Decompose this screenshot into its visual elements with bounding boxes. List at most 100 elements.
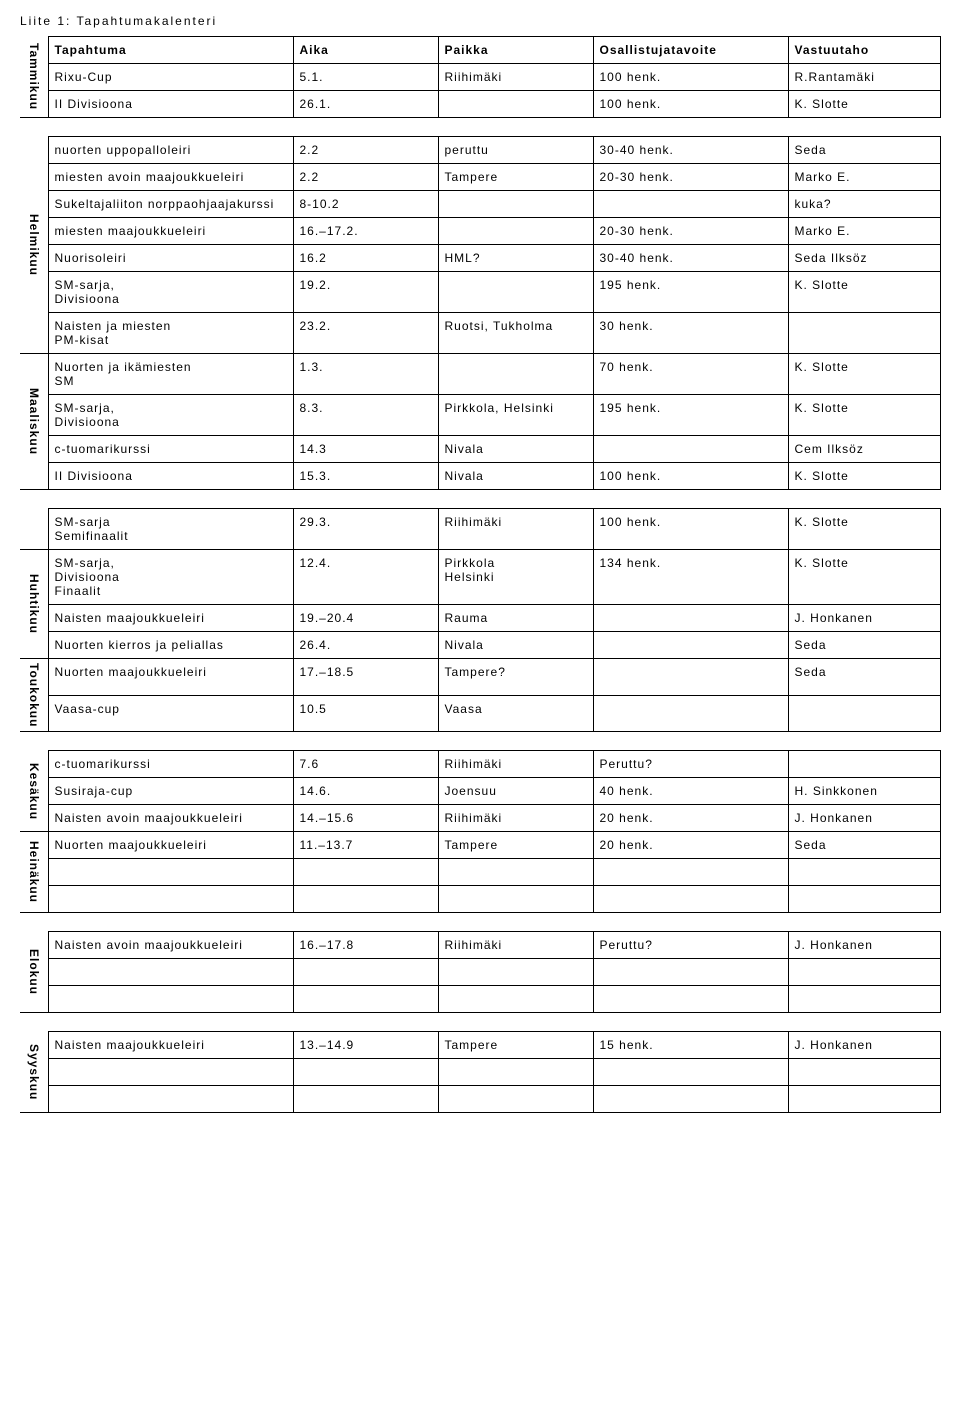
table-row bbox=[20, 1059, 940, 1086]
table-row: Rixu-Cup 5.1. Riihimäki 100 henk. R.Rant… bbox=[20, 64, 940, 91]
cell-time bbox=[293, 859, 438, 886]
cell-place bbox=[438, 191, 593, 218]
cell-resp: Seda bbox=[788, 632, 940, 659]
cell-place: peruttu bbox=[438, 137, 593, 164]
cell-event: c-tuomarikurssi bbox=[48, 751, 293, 778]
cell-goal: 20 henk. bbox=[593, 805, 788, 832]
table-row: Helmikuu nuorten uppopalloleiri 2.2 peru… bbox=[20, 137, 940, 164]
cell-place: Rauma bbox=[438, 605, 593, 632]
table-row: Heinäkuu Nuorten maajoukkueleiri 11.–13.… bbox=[20, 832, 940, 859]
cell-event bbox=[48, 959, 293, 986]
cell-event: Naisten avoin maajoukkueleiri bbox=[48, 932, 293, 959]
cell-time: 16.–17.2. bbox=[293, 218, 438, 245]
cell-time bbox=[293, 986, 438, 1013]
cell-goal bbox=[593, 436, 788, 463]
cell-time: 16.2 bbox=[293, 245, 438, 272]
cell-event: II Divisioona bbox=[48, 91, 293, 118]
cell-goal: 134 henk. bbox=[593, 550, 788, 605]
cell-goal bbox=[593, 1059, 788, 1086]
cell-time: 2.2 bbox=[293, 164, 438, 191]
cell-place: Riihimäki bbox=[438, 751, 593, 778]
cell-goal: Peruttu? bbox=[593, 932, 788, 959]
cell-place bbox=[438, 272, 593, 313]
table-row: Nuorten kierros ja peliallas 26.4. Nival… bbox=[20, 632, 940, 659]
month-kesakuu: Kesäkuu bbox=[20, 751, 48, 832]
cell-place: Tampere bbox=[438, 1032, 593, 1059]
cell-goal: 20 henk. bbox=[593, 832, 788, 859]
cell-event: Nuorten kierros ja peliallas bbox=[48, 632, 293, 659]
cell-event bbox=[48, 859, 293, 886]
cell-time: 26.4. bbox=[293, 632, 438, 659]
table-row: SM-sarja, Divisioona 8.3. Pirkkola, Hels… bbox=[20, 395, 940, 436]
cell-time bbox=[293, 959, 438, 986]
cell-event: SM-sarja, Divisioona bbox=[48, 272, 293, 313]
cell-place: Riihimäki bbox=[438, 64, 593, 91]
cell-time: 17.–18.5 bbox=[293, 659, 438, 696]
cell-goal bbox=[593, 1086, 788, 1113]
cell-event bbox=[48, 886, 293, 913]
cell-place bbox=[438, 986, 593, 1013]
table-row: miesten maajoukkueleiri 16.–17.2. 20-30 … bbox=[20, 218, 940, 245]
cell-resp bbox=[788, 751, 940, 778]
cell-time: 11.–13.7 bbox=[293, 832, 438, 859]
month-elokuu: Elokuu bbox=[20, 932, 48, 1013]
cell-resp bbox=[788, 695, 940, 732]
table-row bbox=[20, 959, 940, 986]
cell-goal: 30-40 henk. bbox=[593, 245, 788, 272]
cell-resp: R.Rantamäki bbox=[788, 64, 940, 91]
header-event: Tapahtuma bbox=[48, 37, 293, 64]
month-heinakuu: Heinäkuu bbox=[20, 832, 48, 913]
cell-place: Tampere bbox=[438, 832, 593, 859]
cell-place: Riihimäki bbox=[438, 932, 593, 959]
cell-resp: Marko E. bbox=[788, 164, 940, 191]
cell-place: Pirkkola Helsinki bbox=[438, 550, 593, 605]
table-row: Naisten ja miesten PM-kisat 23.2. Ruotsi… bbox=[20, 313, 940, 354]
cell-resp: K. Slotte bbox=[788, 550, 940, 605]
table-row: Vaasa-cup 10.5 Vaasa bbox=[20, 695, 940, 732]
cell-event: Nuorten maajoukkueleiri bbox=[48, 659, 293, 696]
header-resp: Vastuutaho bbox=[788, 37, 940, 64]
cell-resp bbox=[788, 986, 940, 1013]
cell-place: Tampere? bbox=[438, 659, 593, 696]
page-title: Liite 1: Tapahtumakalenteri bbox=[20, 14, 940, 28]
cell-place: Riihimäki bbox=[438, 509, 593, 550]
cell-resp: K. Slotte bbox=[788, 354, 940, 395]
cell-event: Naisten maajoukkueleiri bbox=[48, 1032, 293, 1059]
cell-goal: 30-40 henk. bbox=[593, 137, 788, 164]
cell-resp: K. Slotte bbox=[788, 395, 940, 436]
table-row: c-tuomarikurssi 14.3 Nivala Cem Ilksöz bbox=[20, 436, 940, 463]
cell-resp: Seda Ilksöz bbox=[788, 245, 940, 272]
cell-time: 8.3. bbox=[293, 395, 438, 436]
table-row: Kesäkuu c-tuomarikurssi 7.6 Riihimäki Pe… bbox=[20, 751, 940, 778]
cell-time bbox=[293, 1086, 438, 1113]
cell-time: 7.6 bbox=[293, 751, 438, 778]
cell-event: SM-sarja Semifinaalit bbox=[48, 509, 293, 550]
cell-time: 19.–20.4 bbox=[293, 605, 438, 632]
cell-resp bbox=[788, 886, 940, 913]
cell-resp bbox=[788, 313, 940, 354]
table-row: Susiraja-cup 14.6. Joensuu 40 henk. H. S… bbox=[20, 778, 940, 805]
cell-time: 13.–14.9 bbox=[293, 1032, 438, 1059]
cell-time: 10.5 bbox=[293, 695, 438, 732]
cell-resp: Seda bbox=[788, 659, 940, 696]
table-row: miesten avoin maajoukkueleiri 2.2 Tamper… bbox=[20, 164, 940, 191]
cell-goal: 30 henk. bbox=[593, 313, 788, 354]
table-row: Nuorisoleiri 16.2 HML? 30-40 henk. Seda … bbox=[20, 245, 940, 272]
cell-time: 19.2. bbox=[293, 272, 438, 313]
cell-goal bbox=[593, 191, 788, 218]
table-row: Naisten maajoukkueleiri 19.–20.4 Rauma J… bbox=[20, 605, 940, 632]
cell-time: 14.6. bbox=[293, 778, 438, 805]
cell-event: nuorten uppopalloleiri bbox=[48, 137, 293, 164]
cell-time: 15.3. bbox=[293, 463, 438, 490]
cell-goal: 20-30 henk. bbox=[593, 218, 788, 245]
cell-event: Susiraja-cup bbox=[48, 778, 293, 805]
cell-goal: 195 henk. bbox=[593, 395, 788, 436]
header-place: Paikka bbox=[438, 37, 593, 64]
cell-event: Naisten maajoukkueleiri bbox=[48, 605, 293, 632]
section-5: Elokuu Naisten avoin maajoukkueleiri 16.… bbox=[20, 931, 941, 1013]
cell-resp bbox=[788, 859, 940, 886]
cell-event: SM-sarja, Divisioona Finaalit bbox=[48, 550, 293, 605]
cell-place bbox=[438, 218, 593, 245]
cell-goal bbox=[593, 859, 788, 886]
table-row: Naisten avoin maajoukkueleiri 14.–15.6 R… bbox=[20, 805, 940, 832]
